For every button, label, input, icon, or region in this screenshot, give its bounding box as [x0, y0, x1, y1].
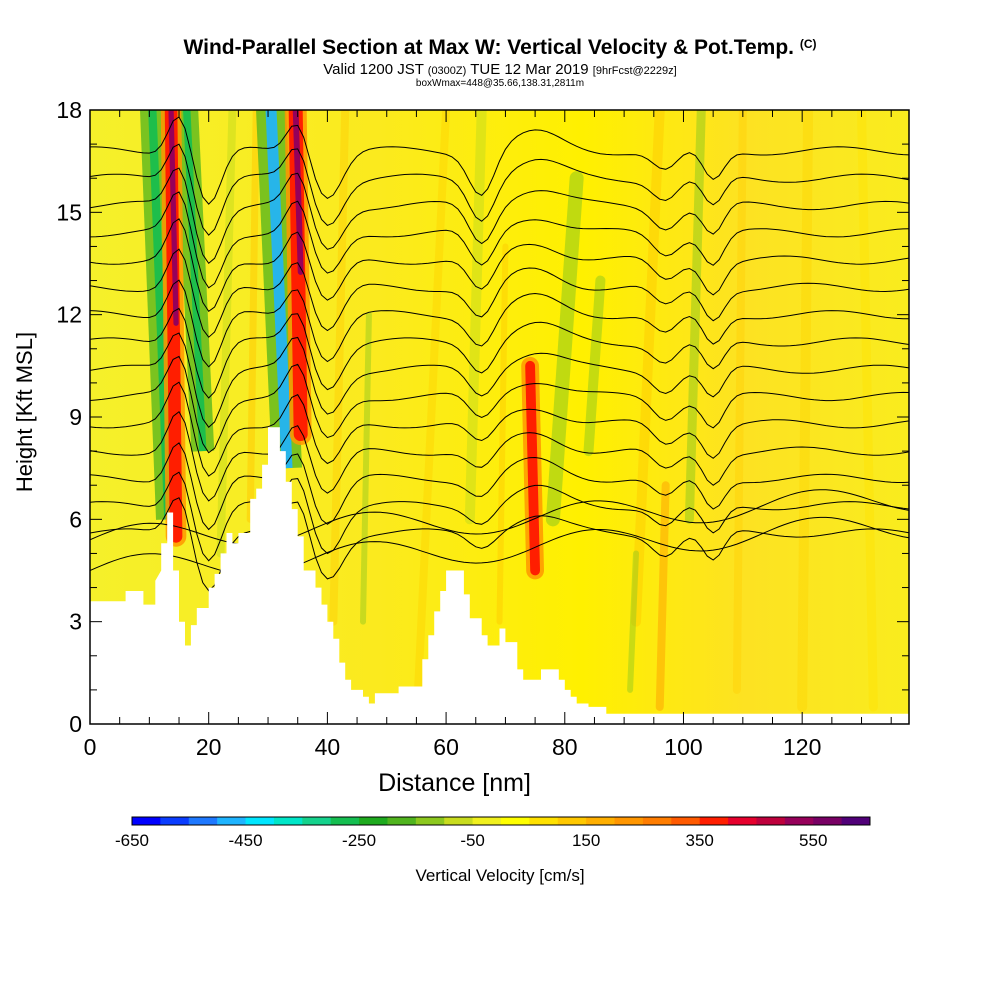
x-tick-label: 20	[196, 734, 222, 760]
x-tick-label: 40	[315, 734, 341, 760]
theta-contour	[90, 442, 909, 531]
colorbar-swatch	[387, 817, 417, 825]
colorbar-swatch	[671, 817, 701, 825]
y-axis-label: Height [Kft MSL]	[12, 332, 37, 492]
x-tick-label: 0	[84, 734, 97, 760]
valid-time: Valid 1200 JST	[323, 61, 424, 78]
y-tick-label: 18	[56, 97, 82, 123]
y-tick-label: 12	[56, 302, 82, 328]
updraft-core-max	[168, 110, 179, 326]
colorbar-swatch	[642, 817, 672, 825]
colorbar-swatch	[415, 817, 445, 825]
weak-motion-streak	[412, 110, 451, 724]
weak-motion-streak	[246, 110, 260, 523]
colorbar-tick-label: 550	[799, 831, 827, 850]
theta-contour	[90, 167, 909, 265]
weak-motion-streak	[631, 110, 665, 627]
weak-motion-streak	[545, 171, 584, 527]
weak-motion-streak	[857, 110, 878, 712]
chart-title: Wind-Parallel Section at Max W: Vertical…	[0, 36, 1000, 60]
valid-date: TUE 12 Mar 2019	[470, 61, 589, 78]
colorbar-swatch	[728, 817, 757, 825]
colorbar-swatch	[813, 817, 843, 825]
colorbar-swatch	[302, 817, 332, 825]
theta-contour	[90, 143, 909, 236]
colorbar-swatch	[472, 817, 502, 825]
theta-contour	[90, 279, 909, 368]
downdraft-core-inner	[265, 110, 293, 469]
colorbar-tick-label: -250	[342, 831, 376, 850]
colorbar-swatch	[841, 817, 871, 825]
colorbar-swatch	[330, 817, 360, 825]
field-layer	[90, 110, 909, 724]
colorbar-swatch	[217, 817, 247, 825]
colorbar-swatch	[444, 817, 474, 825]
colorbar: -650 -450 -250 -50 150 350 550 Vertical Velocit…	[115, 816, 871, 885]
colorbar-swatch	[756, 817, 786, 825]
forecast-info: [9hrFcst@2229z]	[592, 65, 677, 77]
colorbar-swatch	[586, 817, 616, 825]
colorbar-swatch	[359, 817, 388, 825]
theta-contour	[90, 332, 909, 428]
weak-motion-streak	[360, 311, 372, 625]
y-tick-label: 6	[69, 506, 82, 532]
colorbar-tick-label: -450	[229, 831, 263, 850]
x-tick-label: 120	[783, 734, 821, 760]
chart-title-text: Wind-Parallel Section at Max W: Vertical…	[183, 36, 794, 59]
y-tick-label: 9	[69, 404, 82, 430]
terrain-mask	[90, 427, 909, 724]
theta-contour	[90, 191, 909, 289]
colorbar-swatch	[699, 817, 729, 825]
weak-motion-streak	[329, 110, 350, 626]
colorbar-swatch	[529, 817, 559, 825]
weak-motion-streak	[627, 550, 639, 693]
colorbar-swatch	[132, 817, 161, 825]
y-tick-label: 15	[56, 199, 82, 225]
colorbar-swatch	[273, 817, 303, 825]
colorbar-swatch	[501, 817, 530, 825]
theta-contour	[90, 355, 909, 454]
x-tick-label: 100	[664, 734, 702, 760]
colorbar-swatch	[188, 817, 218, 825]
theta-contour	[90, 471, 909, 562]
colorbar-swatch	[160, 817, 190, 825]
theta-contour	[90, 381, 909, 477]
colorbar-frame	[131, 816, 871, 826]
y-tick-label: 3	[69, 609, 82, 635]
weak-motion-streak	[684, 110, 706, 524]
colorbar-swatch	[784, 817, 814, 825]
weak-motion-streak	[732, 110, 747, 694]
colorbar-tick-label: 150	[572, 831, 600, 850]
plot-area	[90, 110, 909, 724]
theta-contour	[90, 410, 909, 502]
weak-motion-streak	[655, 481, 670, 711]
updraft-core-max	[292, 110, 304, 275]
theta-contour	[90, 248, 909, 338]
colorbar-tick-label: -650	[115, 831, 149, 850]
colorbar-label: Vertical Velocity [cm/s]	[415, 866, 584, 885]
theta-contour	[90, 218, 909, 313]
x-axis-label: Distance [nm]	[378, 769, 531, 797]
chart-valid-line: Valid 1200 JST (0300Z) TUE 12 Mar 2019 […	[0, 61, 1000, 78]
axes: 0 20 40 60 80 100 120 0 3 6 9 12 15 18 Distance [nm] He…	[12, 97, 910, 797]
colorbar-swatch	[557, 817, 587, 825]
downdraft-core-inner	[183, 110, 207, 452]
y-tick-label: 0	[69, 711, 82, 737]
weak-motion-streak	[797, 110, 814, 712]
colorbar-tick-label: -50	[460, 831, 485, 850]
x-tick-label: 60	[433, 734, 459, 760]
colorbar-swatch	[245, 817, 275, 825]
chart-box-line: boxWmax=448@35.66,138.31,2811m	[415, 78, 585, 89]
copyright-mark: (C)	[799, 37, 817, 51]
valid-zulu: (0300Z)	[427, 65, 467, 77]
updraft-core-mid	[525, 360, 541, 576]
theta-contour	[90, 116, 909, 205]
colorbar-tick-label: 350	[686, 831, 714, 850]
weak-motion-streak	[496, 243, 509, 625]
colorbar-swatch	[614, 817, 644, 825]
x-tick-label: 80	[552, 734, 578, 760]
theta-contour	[90, 307, 909, 399]
